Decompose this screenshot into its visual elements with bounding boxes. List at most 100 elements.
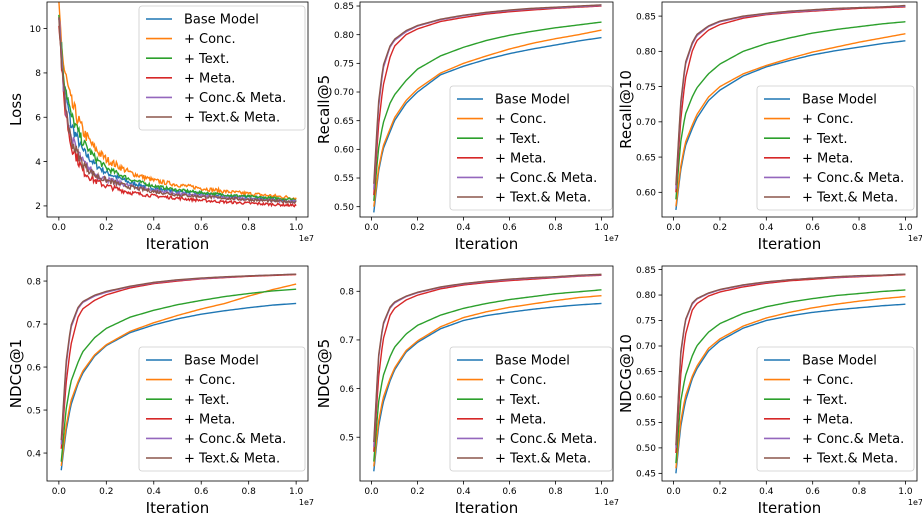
x-tick-label: 1.0 <box>898 223 913 233</box>
y-axis-label: Recall@10 <box>617 70 635 149</box>
x-tick-label: 0.6 <box>806 223 821 233</box>
series-line-4 <box>58 25 297 208</box>
legend: Base Model + Conc. + Text. + Meta. + Conc.& … <box>756 346 915 472</box>
x-tick-label: 0.0 <box>666 223 681 233</box>
legend-label: + Conc. <box>495 112 547 127</box>
legend-frame <box>449 85 613 211</box>
x-tick-label: 0.0 <box>364 487 379 497</box>
chart-panel-ndcg-1: 0.0 0.2 0.4 0.6 0.8 1.0 0.4 0.5 0.6 0.7 0.8 1e7 Iter… <box>7 265 314 517</box>
x-tick-label: 0.2 <box>99 223 113 233</box>
y-tick-label: 6 <box>35 113 41 123</box>
x-tick-label: 0.8 <box>852 487 867 497</box>
y-tick-label: 0.85 <box>636 12 656 22</box>
legend-label: + Meta. <box>495 412 546 427</box>
legend-label: + Text.& Meta. <box>495 452 591 467</box>
x-tick-label: 0.0 <box>364 223 379 233</box>
legend-label: + Text. <box>184 393 229 408</box>
x-tick-label: 1.0 <box>289 223 304 233</box>
y-tick-label: 0.75 <box>334 60 354 70</box>
y-tick-label: 0.85 <box>636 266 656 276</box>
y-tick-label: 0.85 <box>334 2 354 12</box>
legend-frame <box>138 5 306 131</box>
y-tick-label: 0.55 <box>334 174 354 184</box>
series-line-1 <box>373 36 602 213</box>
legend-label: + Text.& Meta. <box>495 191 591 206</box>
series-line-2 <box>58 2 297 201</box>
x-tick-label: 0.6 <box>194 487 209 497</box>
series-line-3 <box>60 288 297 462</box>
series-line-6 <box>675 4 906 186</box>
y-axis-label: Loss <box>7 93 25 126</box>
y-axis-label: NDCG@5 <box>315 339 333 408</box>
legend: Base Model + Conc. + Text. + Meta. + Conc.& … <box>449 85 613 211</box>
y-tick-label: 0.80 <box>636 48 656 58</box>
series-line-3 <box>373 289 602 462</box>
legend-label: + Meta. <box>184 412 235 427</box>
legend: Base Model + Conc. + Text. + Meta. + Conc.& … <box>756 85 915 211</box>
x-tick-label: 0.0 <box>666 487 681 497</box>
legend-label: + Meta. <box>184 71 235 86</box>
y-tick-label: 2 <box>35 202 41 212</box>
legend-label: Base Model <box>184 354 259 369</box>
y-tick-label: 0.60 <box>636 189 656 199</box>
x-offset-label: 1e7 <box>604 234 619 243</box>
legend-label: Base Model <box>802 93 877 108</box>
series-line-2 <box>373 294 602 467</box>
legend-frame <box>756 346 915 472</box>
x-tick-label: 1.0 <box>594 223 609 233</box>
legend-frame <box>138 346 306 472</box>
y-tick-label: 10 <box>30 25 42 35</box>
x-tick-label: 0.4 <box>147 487 162 497</box>
legend-label: + Text. <box>802 132 847 147</box>
x-tick-label: 0.8 <box>548 487 563 497</box>
x-axis-label: Iteration <box>455 235 519 253</box>
y-tick-label: 0.80 <box>334 31 354 41</box>
series-line-6 <box>675 273 906 446</box>
x-tick-label: 0.4 <box>759 223 774 233</box>
chart-panel-loss: 0.0 0.2 0.4 0.6 0.8 1.0 2 4 6 8 10 1e7 Iteration Loss… <box>7 1 314 253</box>
y-tick-label: 0.45 <box>636 470 656 480</box>
y-tick-label: 0.6 <box>340 385 355 395</box>
legend-label: + Meta. <box>802 412 853 427</box>
x-axis-label: Iteration <box>758 235 822 253</box>
series-line-1 <box>60 302 297 471</box>
legend-label: + Text.& Meta. <box>184 111 280 126</box>
y-tick-label: 0.6 <box>27 363 42 373</box>
legend-label: Base Model <box>802 354 877 369</box>
x-tick-label: 0.8 <box>242 487 257 497</box>
y-axis-label: NDCG@10 <box>617 334 635 413</box>
axes-frame <box>359 265 614 482</box>
y-tick-label: 0.8 <box>340 287 355 297</box>
y-tick-label: 0.7 <box>340 336 354 346</box>
legend-label: + Conc.& Meta. <box>495 432 597 447</box>
legend-label: + Conc. <box>802 112 854 127</box>
legend-label: + Conc. <box>802 373 854 388</box>
x-tick-label: 1.0 <box>289 487 304 497</box>
legend-label: + Text. <box>495 132 540 147</box>
series-line-1 <box>675 303 906 474</box>
series-line-6 <box>60 273 297 441</box>
legend: Base Model + Conc. + Text. + Meta. + Conc.& … <box>138 5 306 131</box>
legend-label: + Meta. <box>495 151 546 166</box>
series-line-3 <box>675 289 906 464</box>
legend-label: Base Model <box>495 93 570 108</box>
x-tick-label: 0.6 <box>502 487 517 497</box>
x-axis-label: Iteration <box>146 235 210 253</box>
axes-frame <box>661 265 918 482</box>
y-tick-label: 0.7 <box>27 320 41 330</box>
y-tick-label: 0.70 <box>334 88 354 98</box>
series-line-2 <box>373 29 602 207</box>
legend-label: Base Model <box>495 354 570 369</box>
y-tick-label: 0.5 <box>27 406 41 416</box>
y-tick-label: 0.80 <box>636 291 656 301</box>
axes-frame <box>661 1 918 218</box>
legend-label: + Conc.& Meta. <box>802 171 904 186</box>
series-line-3 <box>58 14 297 202</box>
x-offset-label: 1e7 <box>604 498 619 507</box>
x-tick-label: 0.0 <box>52 223 67 233</box>
series-line-2 <box>60 283 297 467</box>
axes-frame <box>46 1 309 218</box>
legend: Base Model + Conc. + Text. + Meta. + Conc.& … <box>449 346 613 472</box>
legend-label: + Meta. <box>802 151 853 166</box>
chart-panel-recall-10: 0.0 0.2 0.4 0.6 0.8 1.0 0.60 0.65 0.70 0.75 0.80 0.… <box>617 1 922 253</box>
